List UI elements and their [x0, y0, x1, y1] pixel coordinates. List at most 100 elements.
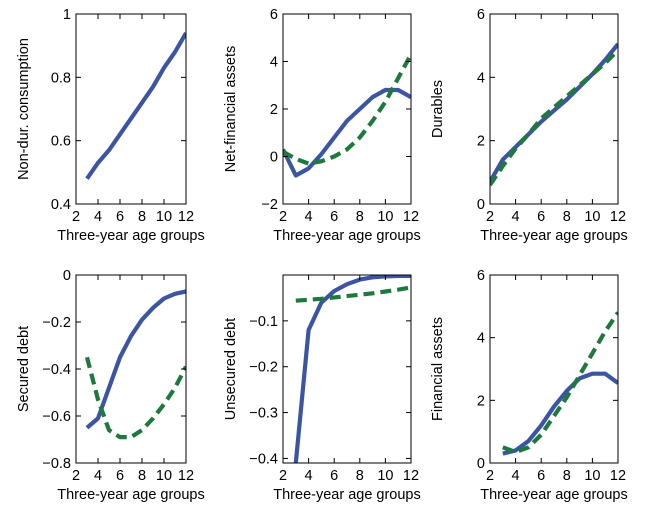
x-axis-label: Three-year age groups	[480, 228, 628, 244]
y-axis-label: Financial assets	[430, 317, 446, 421]
x-tick-label: 10	[584, 468, 600, 484]
y-tick-label: 2	[477, 134, 485, 150]
x-tick-label: 6	[330, 209, 338, 225]
solid-series-line	[293, 275, 411, 463]
x-tick-label: 12	[178, 468, 194, 484]
dashed-series-line	[490, 48, 618, 187]
y-tick-label: −0.4	[42, 362, 71, 378]
y-tick-label: −0.1	[249, 314, 278, 330]
solid-series-line	[490, 42, 618, 183]
x-tick-label: 8	[563, 468, 571, 484]
y-tick-label: 0	[63, 268, 71, 284]
solid-series-line	[85, 289, 186, 430]
x-tick-label: 4	[94, 209, 102, 225]
x-tick-label: 10	[377, 209, 393, 225]
x-tick-label: 6	[537, 468, 545, 484]
y-tick-label: 2	[477, 393, 485, 409]
x-tick-label: 2	[279, 468, 287, 484]
dashed-series-line	[295, 285, 411, 303]
solid-series-line	[502, 371, 618, 456]
x-tick-label: 2	[486, 468, 494, 484]
plot-area	[502, 311, 618, 456]
subplot-2: 2 4 6 8 10 12 −2 0 2 4 6 Three-year age groups Net-f…	[223, 7, 421, 244]
y-axis-label: Durables	[430, 80, 446, 138]
x-tick-label: 12	[403, 209, 419, 225]
x-axis-label: Three-year age groups	[273, 487, 421, 503]
x-tick-label: 4	[512, 468, 520, 484]
x-tick-label: 10	[584, 209, 600, 225]
x-tick-label: 2	[72, 209, 80, 225]
x-tick-label: 4	[305, 468, 313, 484]
y-tick-label: −2	[261, 197, 278, 213]
y-axis-label: Secured debt	[16, 326, 32, 412]
y-tick-label: 4	[270, 55, 278, 71]
plot-area	[293, 275, 411, 463]
y-tick-label: 0.4	[51, 197, 71, 213]
dashed-series-line	[502, 311, 618, 455]
x-tick-label: 8	[563, 209, 571, 225]
y-tick-label: 6	[270, 7, 278, 23]
solid-series-line	[85, 31, 186, 180]
x-tick-label: 12	[610, 209, 626, 225]
y-tick-label: 2	[270, 102, 278, 118]
y-tick-label: 6	[477, 268, 485, 284]
y-tick-label: 6	[477, 7, 485, 23]
plot-area	[85, 31, 186, 180]
y-tick-label: 0.8	[51, 70, 71, 86]
y-tick-label: −0.3	[249, 406, 278, 422]
x-tick-label: 4	[305, 209, 313, 225]
y-axis-label: Unsecured debt	[223, 318, 239, 420]
x-tick-label: 6	[537, 209, 545, 225]
x-tick-label: 2	[279, 209, 287, 225]
x-tick-label: 2	[72, 468, 80, 484]
x-tick-label: 4	[512, 209, 520, 225]
x-tick-label: 6	[330, 468, 338, 484]
x-tick-label: 12	[403, 468, 419, 484]
axes-frame	[282, 274, 412, 464]
y-tick-label: −0.8	[42, 456, 71, 472]
x-tick-label: 6	[116, 468, 124, 484]
subplot-1: 2 4 6 8 10 12 0.4 0.6 0.8 1 Three-year age groups N…	[16, 7, 205, 244]
x-tick-label: 4	[94, 468, 102, 484]
x-tick-label: 8	[356, 209, 364, 225]
y-tick-label: −0.4	[249, 451, 278, 467]
y-tick-label: 0.6	[51, 134, 71, 150]
x-tick-label: 12	[178, 209, 194, 225]
x-axis-label: Three-year age groups	[57, 487, 205, 503]
y-tick-label: 0	[477, 456, 485, 472]
x-tick-label: 8	[356, 468, 364, 484]
y-tick-label: 4	[477, 331, 485, 347]
y-axis-label: Net-financial assets	[223, 46, 239, 173]
x-tick-label: 2	[486, 209, 494, 225]
dashed-series-line	[283, 53, 411, 166]
axes-frame	[75, 274, 187, 464]
x-axis-label: Three-year age groups	[480, 487, 628, 503]
x-tick-label: 10	[377, 468, 393, 484]
y-tick-label: −0.2	[42, 315, 71, 331]
y-tick-label: 4	[477, 70, 485, 86]
subplot-5: 2 4 6 8 10 12 −0.4 −0.3 −0.2 −0.1 Three-year age g…	[223, 274, 421, 503]
x-tick-label: 12	[610, 468, 626, 484]
x-tick-label: 8	[138, 468, 146, 484]
axes-frame	[489, 13, 619, 205]
y-tick-label: 0	[270, 150, 278, 166]
x-axis-label: Three-year age groups	[273, 228, 421, 244]
axes-frame	[75, 13, 187, 205]
x-axis-label: Three-year age groups	[57, 228, 205, 244]
plot-area	[490, 42, 618, 187]
subplot-4: 2 4 6 8 10 12 −0.8 −0.6 −0.4 −0.2 0 Three-year age …	[16, 268, 205, 503]
x-tick-label: 10	[156, 209, 172, 225]
axes-frame	[282, 13, 412, 205]
dashed-series-line	[84, 356, 186, 440]
y-tick-label: 1	[63, 7, 71, 23]
x-tick-label: 6	[116, 209, 124, 225]
y-axis-label: Non-dur. consumption	[16, 38, 32, 180]
plot-area	[84, 289, 186, 440]
axes-frame	[489, 274, 619, 464]
y-tick-label: −0.2	[249, 360, 278, 376]
y-tick-label: 0	[477, 197, 485, 213]
y-tick-label: −0.6	[42, 409, 71, 425]
